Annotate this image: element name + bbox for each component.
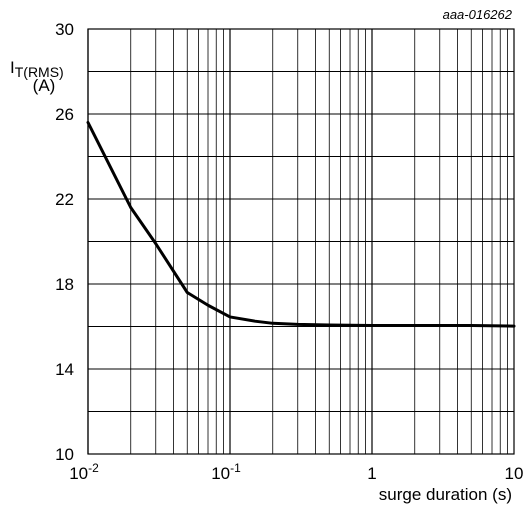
- x-tick-label: 1: [367, 464, 376, 483]
- y-tick-label: 26: [55, 105, 74, 124]
- y-tick-label: 10: [55, 445, 74, 464]
- y-tick-label: 14: [55, 360, 74, 379]
- x-tick-label: 10: [505, 464, 524, 483]
- figure-id: aaa-016262: [443, 7, 513, 22]
- y-axis-label-sub: T(RMS): [15, 64, 64, 80]
- y-axis-label: IT(RMS): [10, 58, 64, 80]
- plot-frame: [87, 28, 515, 455]
- data-series-line: [86, 121, 516, 328]
- y-axis-unit: (A): [33, 76, 56, 95]
- y-tick-labels: 10 14 18 22 26 30: [55, 20, 74, 464]
- x-tick-labels: 10-2 10-1 1 10: [69, 461, 523, 483]
- y-axis-label-main: I: [10, 58, 15, 77]
- x-axis-label: surge duration (s): [379, 485, 512, 504]
- x-tick-label: 10-1: [211, 461, 241, 483]
- y-tick-label: 22: [55, 190, 74, 209]
- x-tick-label: 10-2: [69, 461, 99, 483]
- y-tick-label: 30: [55, 20, 74, 39]
- y-tick-label: 18: [55, 275, 74, 294]
- grid: [87, 28, 514, 455]
